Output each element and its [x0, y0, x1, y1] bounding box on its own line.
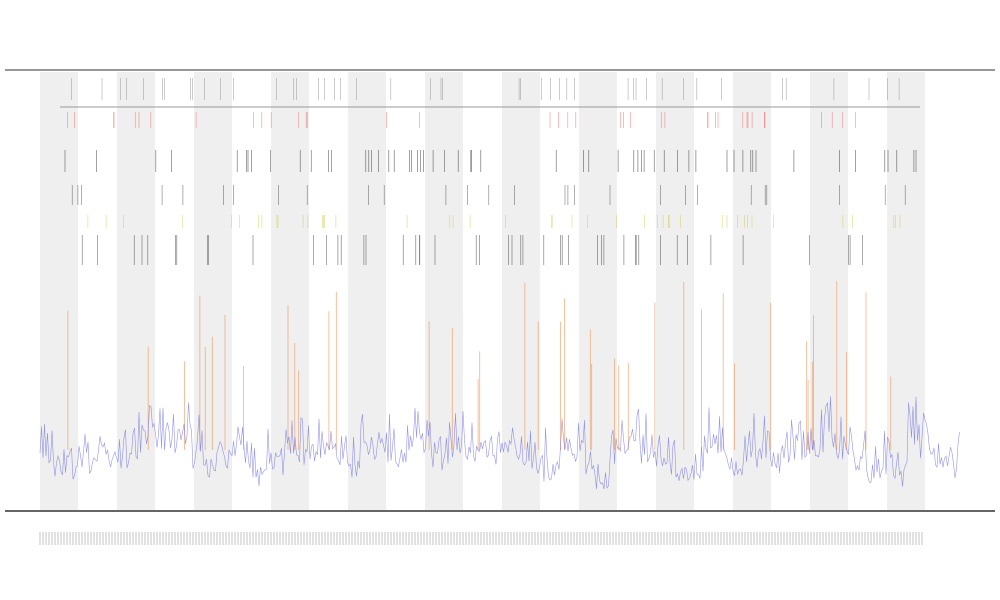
band	[656, 72, 694, 510]
blue-trace	[39, 396, 960, 490]
band	[810, 72, 848, 510]
band	[271, 72, 309, 510]
band	[502, 72, 540, 510]
band	[117, 72, 155, 510]
band	[887, 72, 925, 510]
band	[425, 72, 463, 510]
band	[579, 72, 617, 510]
band	[194, 72, 232, 510]
orange-spikes	[67, 281, 892, 450]
event-ticks	[64, 78, 917, 265]
x-label-strip	[39, 532, 923, 545]
trace-line	[39, 396, 960, 490]
band	[733, 72, 771, 510]
band	[40, 72, 78, 510]
background-bands	[40, 72, 925, 510]
